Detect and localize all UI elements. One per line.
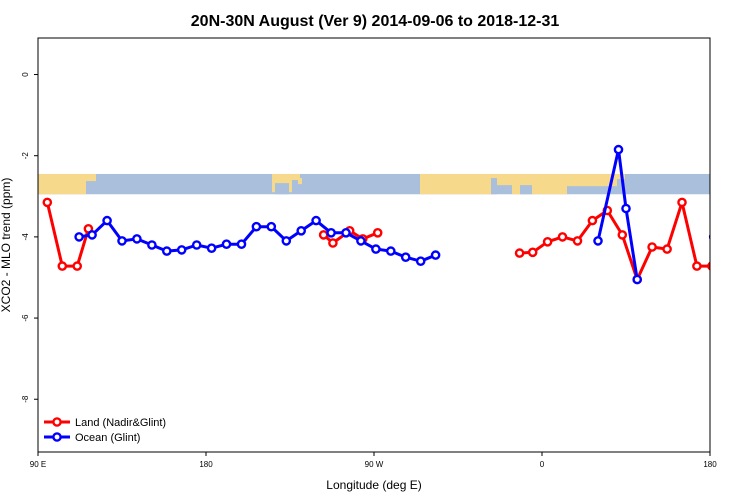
land-data-point: [677, 197, 687, 208]
land-data-point: [72, 261, 82, 271]
x-axis: 90 E 180 90 W 0 180: [30, 452, 717, 469]
ocean-data-point: [593, 236, 603, 246]
ocean-data-point: [251, 221, 262, 232]
y-axis: 0 -2 -4 -6 -8: [21, 72, 38, 403]
x-tick-label: 0: [540, 460, 545, 469]
legend-ocean-marker: [52, 432, 62, 442]
y-tick-label: 0: [21, 72, 30, 77]
land-data-point: [662, 244, 672, 254]
map-land: [298, 178, 302, 185]
map-water: [275, 183, 289, 195]
legend: Land (Nadir&Glint) Ocean (Glint): [44, 417, 166, 444]
legend-land-label: Land (Nadir&Glint): [75, 417, 166, 429]
ocean-data-point: [311, 215, 321, 226]
x-tick-label: 180: [703, 460, 717, 469]
ocean-data-point: [341, 227, 351, 238]
land-data-point: [692, 261, 702, 271]
land-data-point: [57, 261, 68, 271]
map-land: [567, 173, 617, 187]
ocean-data-point: [161, 246, 172, 256]
ocean-data-point: [206, 243, 217, 253]
ocean-data-point: [632, 274, 643, 285]
land-data-point: [647, 242, 657, 252]
y-tick-label: -6: [21, 314, 30, 322]
y-tick-label: -2: [21, 152, 30, 160]
ocean-data-point: [132, 234, 142, 244]
ocean-data-point: [621, 203, 631, 214]
ocean-data-point: [176, 245, 187, 255]
map-land: [420, 173, 492, 195]
ocean-data-point: [191, 240, 202, 250]
ocean-data-point: [415, 256, 426, 267]
ocean-data-point: [236, 239, 247, 249]
ocean-data-point: [74, 232, 84, 242]
y-axis-label: XCO2 - MLO trend (ppm): [0, 178, 13, 313]
map-strip: [38, 173, 710, 195]
series-layer: [42, 144, 710, 285]
land-data-point: [42, 197, 53, 208]
ocean-data-point: [400, 252, 411, 263]
land-data-point: [617, 230, 628, 240]
land-series-line: [45, 202, 90, 268]
map-land: [38, 173, 86, 195]
chart-title: 20N-30N August (Ver 9) 2014-09-06 to 201…: [191, 13, 560, 30]
land-data-point: [527, 247, 538, 258]
map-land: [492, 173, 512, 186]
land-data-point: [372, 227, 383, 238]
x-tick-label: 180: [199, 460, 213, 469]
ocean-data-point: [356, 236, 366, 246]
x-tick-label: 90 W: [365, 460, 384, 469]
ocean-data-point: [296, 225, 307, 236]
ocean-data-point: [430, 250, 441, 260]
ocean-series-line: [596, 148, 639, 280]
legend-ocean-label: Ocean (Glint): [75, 432, 140, 444]
ocean-data-point: [117, 236, 127, 246]
map-water: [491, 178, 497, 195]
land-data-point: [542, 236, 553, 247]
land-data-point: [587, 215, 598, 226]
ocean-data-point: [613, 144, 624, 155]
map-water: [520, 185, 532, 195]
land-data-point: [572, 236, 583, 246]
map-land: [86, 173, 96, 182]
ocean-data-point: [147, 240, 157, 250]
ocean-data-point: [371, 244, 381, 254]
legend-land-marker: [52, 417, 62, 427]
land-data-point: [318, 230, 329, 240]
y-tick-label: -8: [21, 395, 30, 403]
x-tick-label: 90 E: [30, 460, 46, 469]
ocean-data-point: [87, 230, 97, 240]
map-land: [292, 173, 300, 181]
ocean-data-point: [221, 239, 232, 249]
ocean-data-point: [102, 215, 112, 226]
land-data-point: [514, 248, 525, 258]
x-axis-label: Longitude (deg E): [326, 478, 421, 492]
ocean-data-point: [266, 221, 277, 232]
ocean-data-point: [326, 227, 336, 238]
ocean-data-point: [385, 246, 396, 256]
ocean-data-point: [281, 236, 292, 246]
land-data-point: [328, 238, 338, 248]
land-data-point: [557, 232, 568, 242]
y-tick-label: -4: [21, 233, 30, 241]
